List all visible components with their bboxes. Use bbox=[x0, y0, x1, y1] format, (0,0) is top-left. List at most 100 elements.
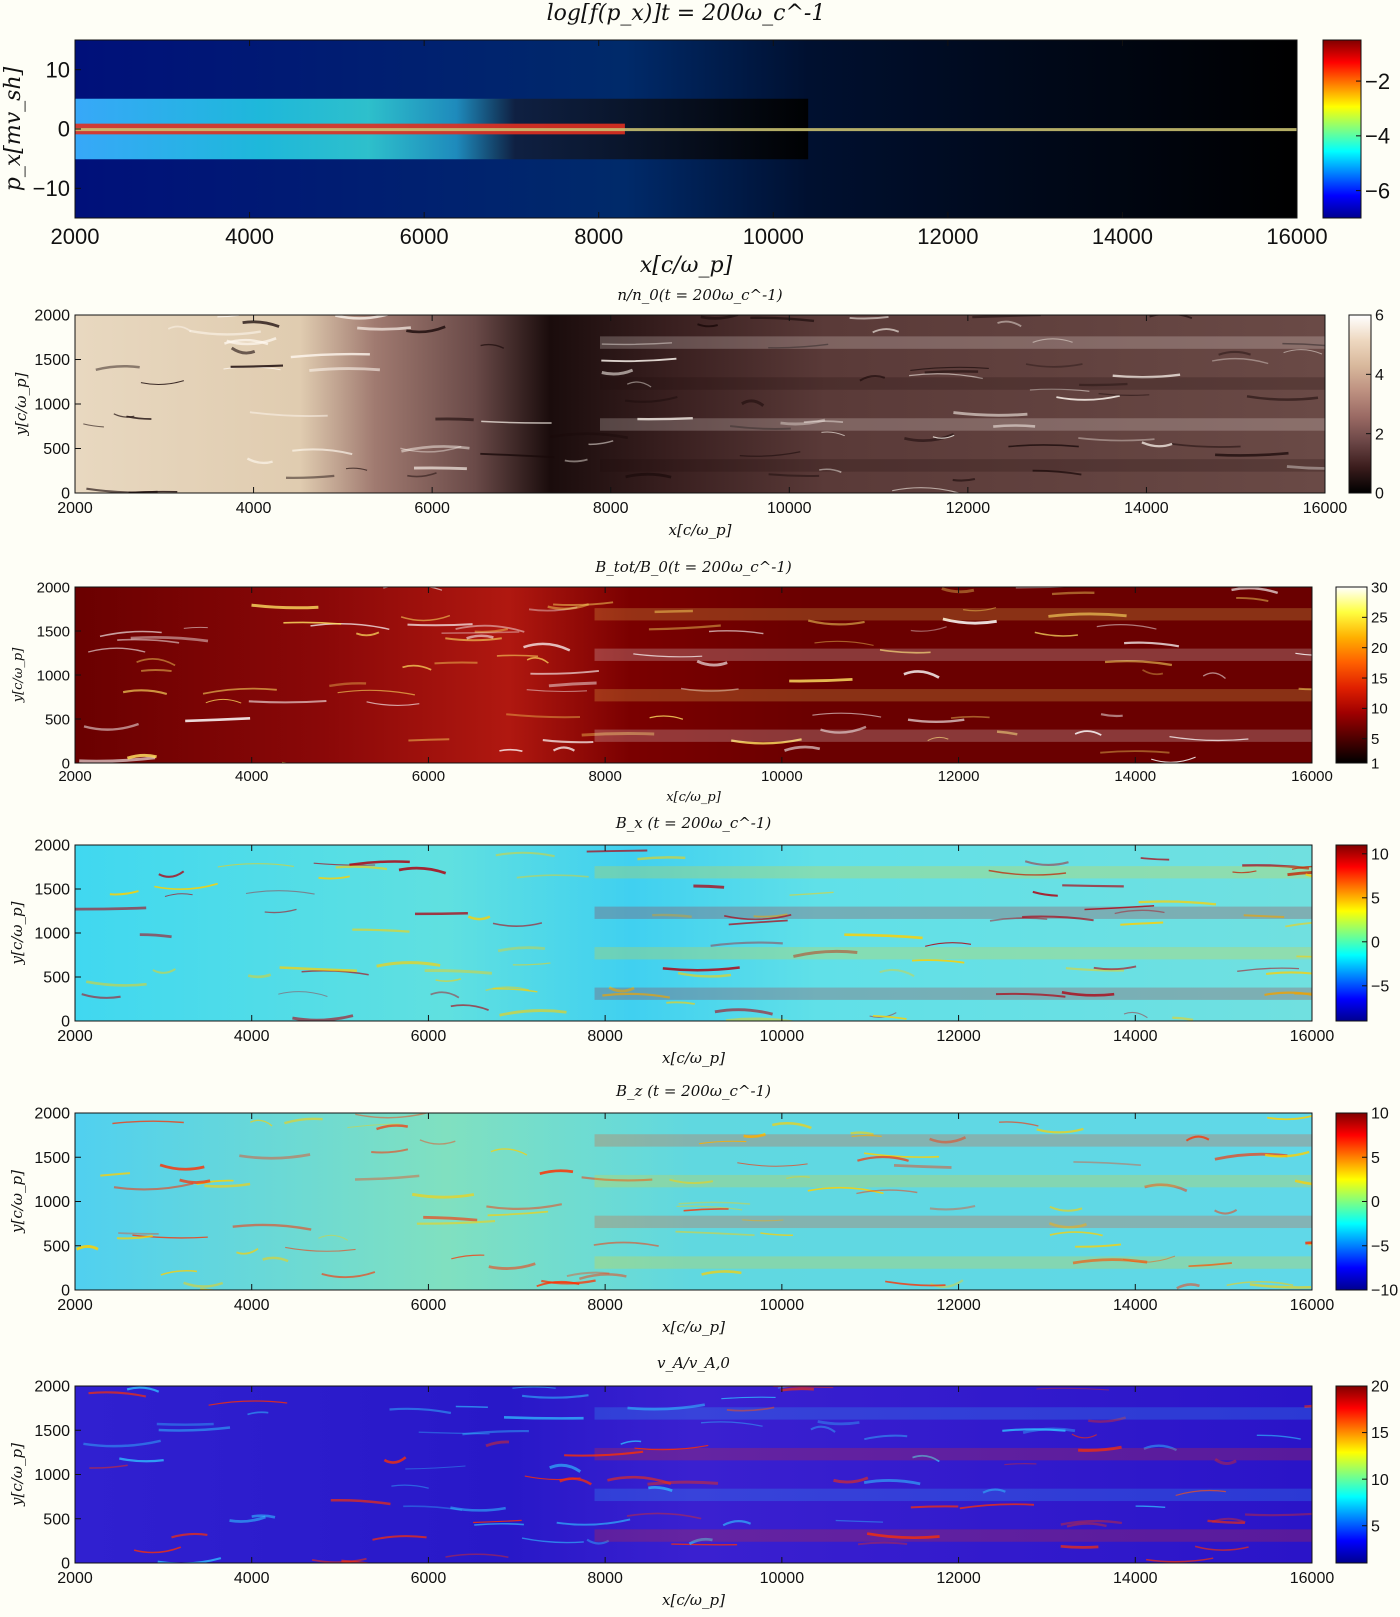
y-tick-label: 1000 bbox=[34, 397, 70, 414]
colorbar-tick-label: 20 bbox=[1371, 1379, 1389, 1396]
x-axis-label: x[c/ω_p] bbox=[662, 1591, 725, 1609]
x-tick-label: 6000 bbox=[411, 1028, 447, 1045]
x-tick-label: 4000 bbox=[234, 1028, 270, 1045]
y-tick-label: 10 bbox=[46, 57, 70, 82]
x-tick-label: 16000 bbox=[1266, 224, 1327, 249]
x-tick-label: 16000 bbox=[1290, 1570, 1335, 1587]
x-tick-label: 12000 bbox=[938, 768, 980, 785]
x-tick-label: 6000 bbox=[400, 224, 449, 249]
y-tick-label: 0 bbox=[58, 117, 70, 142]
x-axis-label: x[c/ω_p] bbox=[640, 253, 733, 278]
colorbar-tick-label: −6 bbox=[1365, 178, 1390, 203]
x-tick-label: 4000 bbox=[234, 1297, 270, 1314]
colorbar-tick-label: 15 bbox=[1371, 670, 1388, 687]
colorbar-tick-label: −2 bbox=[1365, 69, 1390, 94]
x-tick-label: 16000 bbox=[1303, 500, 1348, 517]
y-tick-label: 500 bbox=[45, 711, 70, 728]
x-tick-label: 8000 bbox=[588, 768, 621, 785]
y-tick-label: 500 bbox=[43, 441, 70, 458]
x-tick-label: 10000 bbox=[760, 1028, 805, 1045]
x-tick-label: 2000 bbox=[57, 500, 93, 517]
colorbar-tick-label: 10 bbox=[1371, 1472, 1389, 1489]
x-tick-label: 12000 bbox=[936, 1028, 981, 1045]
y-tick-label: 1000 bbox=[37, 667, 70, 684]
x-tick-label: 14000 bbox=[1113, 1570, 1158, 1587]
x-tick-label: 6000 bbox=[411, 1570, 447, 1587]
x-tick-label: 12000 bbox=[936, 1297, 981, 1314]
heatmap-field bbox=[75, 587, 1312, 763]
y-tick-label: 1000 bbox=[34, 1467, 70, 1484]
x-tick-label: 8000 bbox=[587, 1028, 623, 1045]
colorbar-tick-label: 15 bbox=[1371, 1425, 1389, 1442]
x-tick-label: 4000 bbox=[225, 224, 274, 249]
y-axis-label: y[c/ω_p] bbox=[8, 1443, 26, 1507]
colorbar-tick-label: −10 bbox=[1371, 1283, 1398, 1300]
x-tick-label: 4000 bbox=[236, 500, 272, 517]
x-tick-label: 10000 bbox=[760, 1297, 805, 1314]
colorbar-tick-label: 2 bbox=[1375, 426, 1384, 443]
y-tick-label: 1500 bbox=[34, 1423, 70, 1440]
y-tick-label: 1500 bbox=[34, 352, 70, 369]
x-tick-label: 4000 bbox=[234, 1570, 270, 1587]
panel-title: n/n_0(t = 200ω_c^-1) bbox=[617, 286, 782, 304]
colorbar bbox=[1335, 1112, 1368, 1291]
y-tick-label: 1500 bbox=[34, 882, 70, 899]
x-tick-label: 14000 bbox=[1092, 224, 1153, 249]
heatmap-field bbox=[75, 1386, 1312, 1563]
x-tick-label: 6000 bbox=[412, 768, 445, 785]
x-tick-label: 6000 bbox=[411, 1297, 447, 1314]
colorbar bbox=[1335, 586, 1368, 764]
panel-4: B_x (t = 200ω_c^-1)2000 4000 6000 8000 10000… bbox=[8, 814, 1389, 1067]
x-axis-label: x[c/ω_p] bbox=[666, 790, 721, 805]
colorbar-tick-label: 10 bbox=[1371, 1106, 1389, 1123]
x-tick-label: 12000 bbox=[917, 224, 978, 249]
panel-1: log[f(p_x)]t = 200ω_c^-1 2000 4000 6000 8000… bbox=[1, 1, 1390, 278]
x-tick-label: 8000 bbox=[587, 1570, 623, 1587]
panel-title: v_A/v_A,0 bbox=[657, 1354, 730, 1372]
y-tick-label: 2000 bbox=[34, 308, 70, 325]
colorbar-tick-label: 5 bbox=[1371, 1518, 1380, 1535]
colorbar-tick-label: 10 bbox=[1371, 846, 1389, 863]
x-tick-label: 2000 bbox=[58, 768, 91, 785]
x-tick-label: 2000 bbox=[51, 224, 100, 249]
y-axis-label: y[c/ω_p] bbox=[11, 647, 26, 703]
x-tick-label: 16000 bbox=[1291, 768, 1333, 785]
y-tick-label: 500 bbox=[43, 1238, 70, 1255]
x-tick-label: 8000 bbox=[587, 1297, 623, 1314]
colorbar-tick-label: 25 bbox=[1371, 610, 1388, 627]
x-tick-label: 12000 bbox=[936, 1570, 981, 1587]
colorbar bbox=[1335, 844, 1368, 1022]
x-tick-label: 6000 bbox=[414, 500, 450, 517]
y-tick-label: 0 bbox=[61, 1014, 70, 1031]
y-tick-label: 1000 bbox=[34, 926, 70, 943]
y-tick-label: 0 bbox=[61, 1556, 70, 1573]
colorbar-tick-label: 30 bbox=[1371, 579, 1388, 596]
panel-title: log[f(p_x)]t = 200ω_c^-1 bbox=[547, 1, 826, 26]
x-tick-label: 10000 bbox=[743, 224, 804, 249]
colorbar-tick-label: 0 bbox=[1371, 1194, 1380, 1211]
x-tick-label: 2000 bbox=[57, 1570, 93, 1587]
y-tick-label: 1500 bbox=[34, 1150, 70, 1167]
x-tick-label: 14000 bbox=[1113, 1297, 1158, 1314]
x-axis-label: x[c/ω_p] bbox=[669, 521, 732, 539]
y-tick-label: 2000 bbox=[34, 1379, 70, 1396]
x-tick-label: 10000 bbox=[761, 768, 803, 785]
y-tick-label: 2000 bbox=[34, 838, 70, 855]
x-tick-label: 8000 bbox=[593, 500, 629, 517]
colorbar-tick-label: 0 bbox=[1371, 934, 1380, 951]
x-axis-label: x[c/ω_p] bbox=[662, 1049, 725, 1067]
panel-title: B_z (t = 200ω_c^-1) bbox=[615, 1082, 771, 1100]
x-tick-label: 14000 bbox=[1114, 768, 1156, 785]
colorbar bbox=[1322, 39, 1362, 219]
heatmap-field bbox=[75, 315, 1325, 493]
colorbar-tick-label: 4 bbox=[1375, 367, 1384, 384]
y-axis-label: y[c/ω_p] bbox=[8, 1170, 26, 1234]
panel-2: n/n_0(t = 200ω_c^-1) 2000 4000 6000 8000 1000… bbox=[12, 286, 1384, 539]
y-tick-label: 0 bbox=[61, 1283, 70, 1300]
x-tick-label: 16000 bbox=[1290, 1028, 1335, 1045]
y-axis-label: p_x[mv_sh] bbox=[1, 66, 26, 191]
y-tick-label: 1500 bbox=[37, 623, 70, 640]
panel-title: B_x (t = 200ω_c^-1) bbox=[615, 814, 772, 832]
